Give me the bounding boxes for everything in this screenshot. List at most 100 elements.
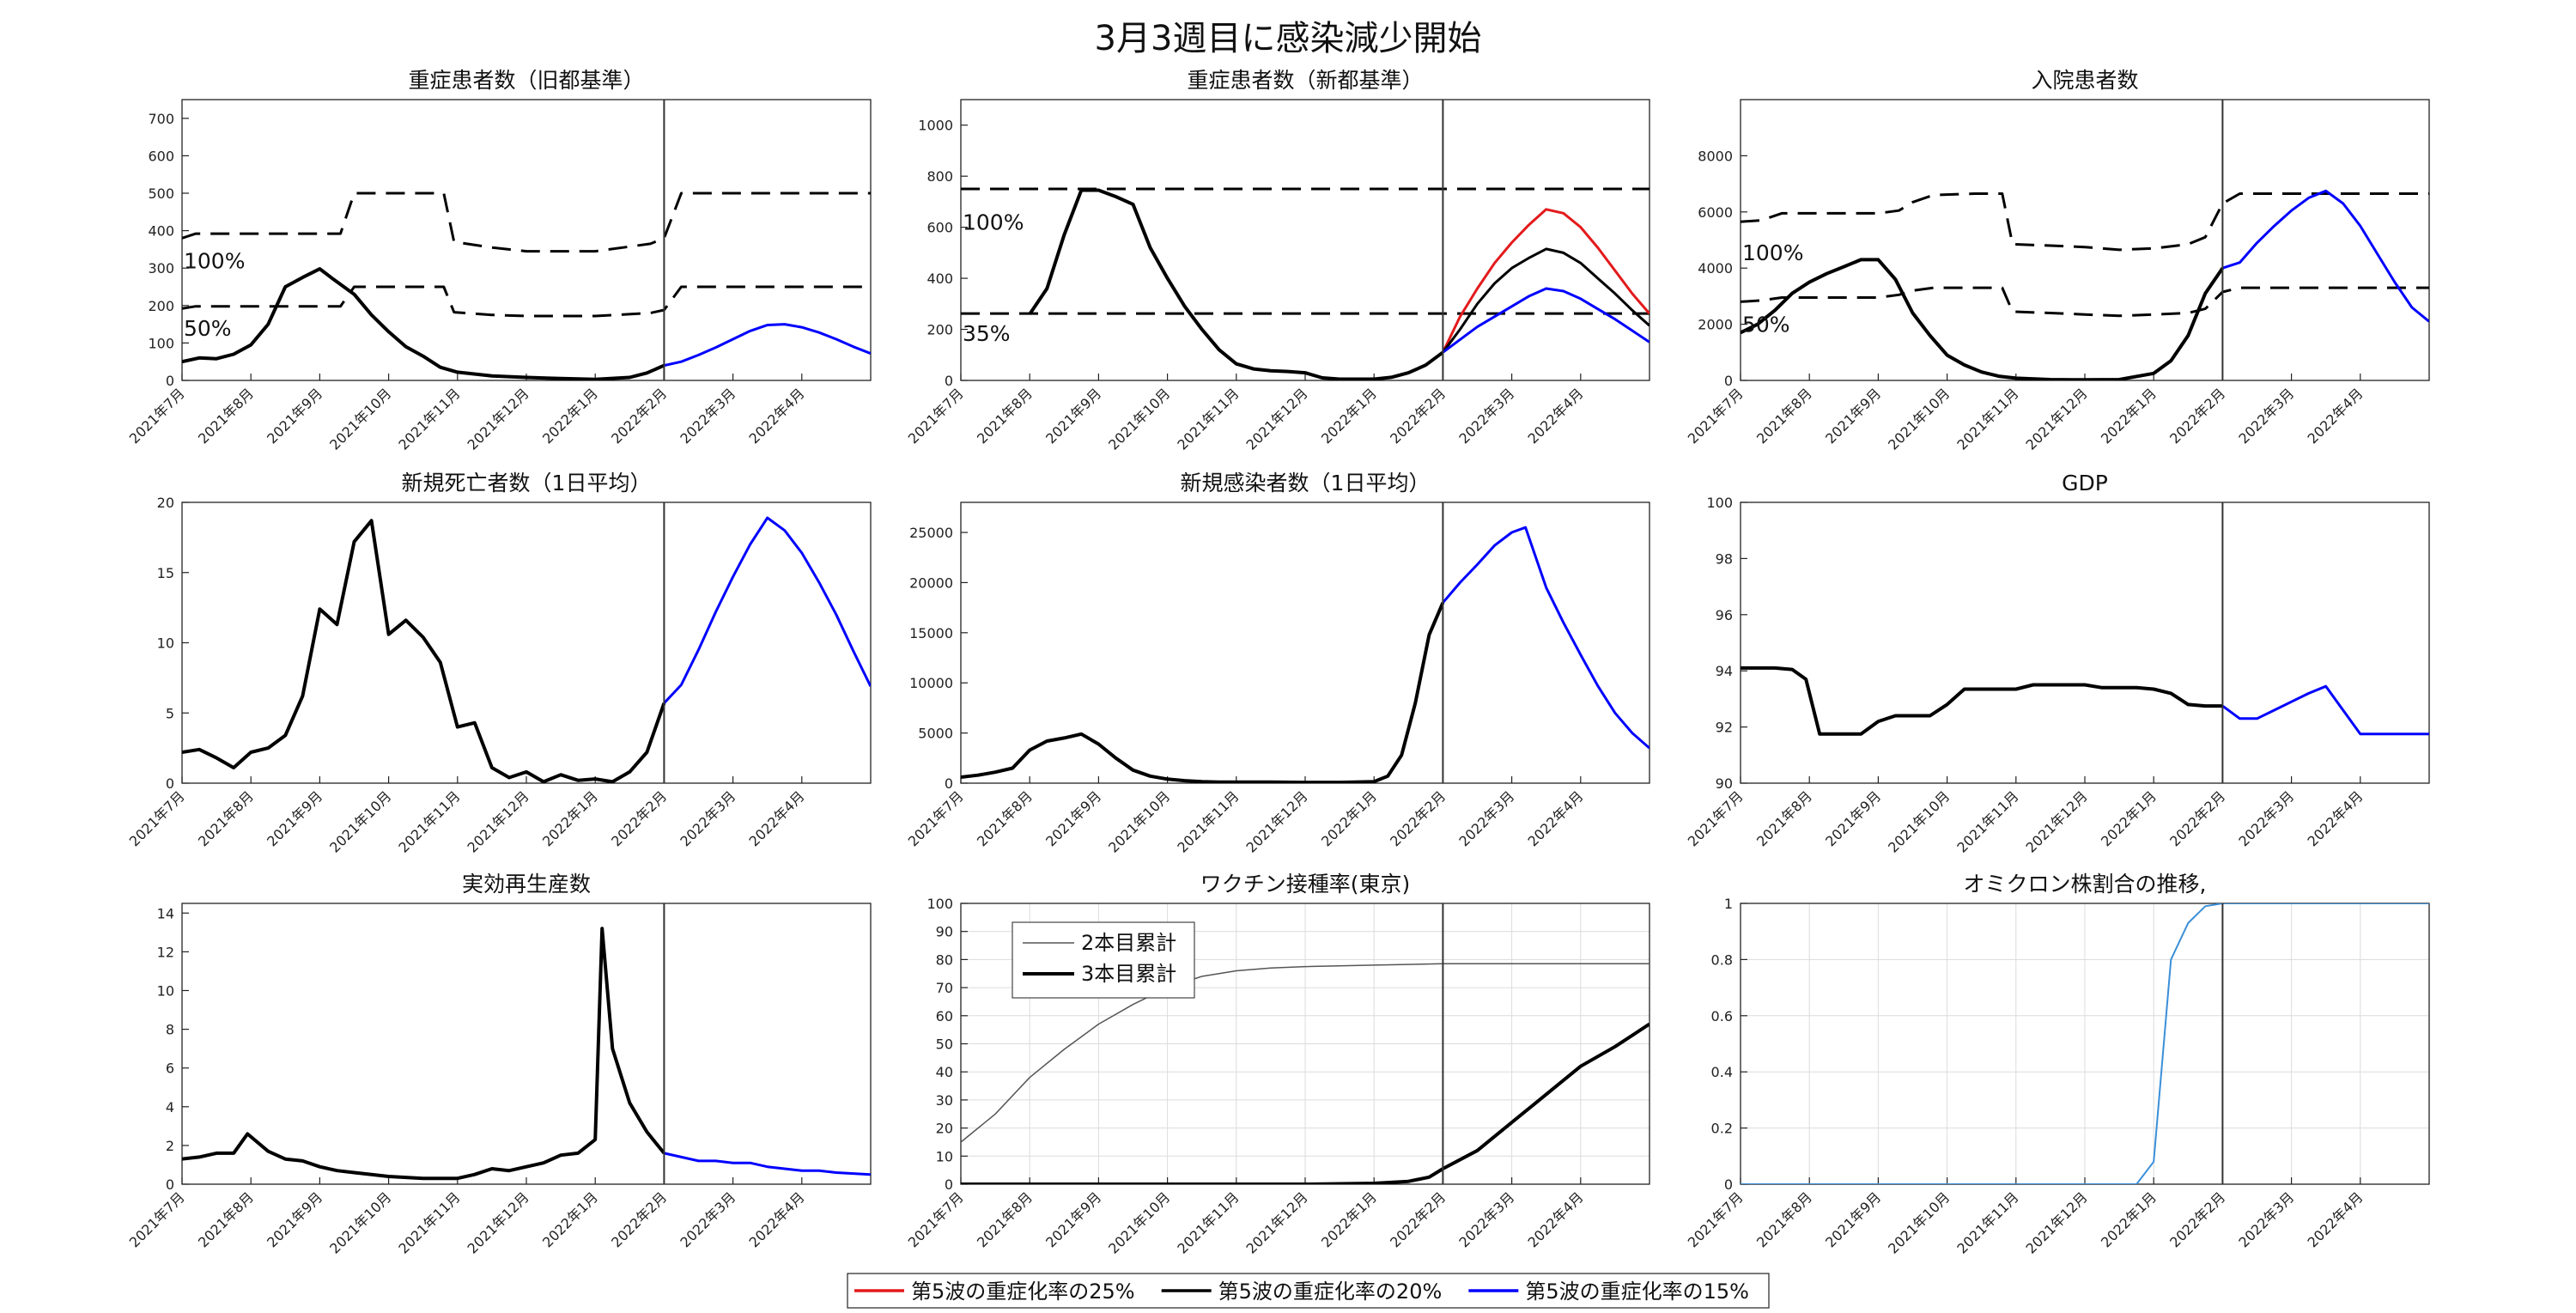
x-tick-label: 2021年10月 — [1885, 787, 1953, 855]
x-tick-label: 2022年1月 — [539, 787, 601, 849]
figure-suptitle: 3月3週目に感染減少開始 — [1095, 19, 1482, 58]
series-line — [664, 323, 871, 368]
plot-area-frame — [960, 501, 1650, 784]
threshold-annotation: 35% — [963, 321, 1011, 346]
x-tick-label: 2021年11月 — [1953, 1188, 2021, 1256]
y-tick-label: 98 — [1716, 550, 1733, 567]
y-tick-label: 2 — [166, 1138, 174, 1154]
y-tick-label: 20 — [157, 495, 174, 511]
x-tick-label: 2021年7月 — [126, 385, 188, 447]
x-tick-label: 2021年7月 — [905, 385, 967, 447]
x-tick-label: 2021年11月 — [1174, 787, 1242, 855]
legend-label: 3本目累計 — [1081, 962, 1176, 986]
x-tick-label: 2021年7月 — [126, 1188, 188, 1250]
x-tick-label: 2021年12月 — [1243, 1188, 1311, 1256]
x-tick-label: 2021年12月 — [2023, 1188, 2091, 1256]
series-line — [961, 963, 1649, 1143]
chart-panel-4: 新規死亡者数（1日平均） 0 5 10 15 20 2021年7月 2021年8月 2021年9… — [126, 471, 872, 856]
x-tick-label: 2021年8月 — [974, 1188, 1036, 1250]
x-tick-label: 2022年2月 — [608, 787, 670, 849]
threshold-line — [1741, 286, 2429, 318]
y-tick-label: 20000 — [909, 574, 953, 591]
y-tick-label: 0.2 — [1711, 1121, 1733, 1137]
y-tick-label: 92 — [1716, 720, 1733, 736]
x-tick-label: 2021年8月 — [1753, 1188, 1815, 1250]
y-tick-label: 94 — [1716, 663, 1733, 679]
y-tick-label: 200 — [148, 298, 174, 314]
series-line — [1442, 247, 1649, 354]
x-tick-label: 2022年2月 — [2166, 1188, 2228, 1250]
x-tick-label: 2022年4月 — [746, 787, 808, 849]
x-tick-label: 2022年3月 — [1455, 787, 1517, 849]
x-tick-label: 2022年3月 — [1455, 385, 1517, 447]
y-tick-label: 15 — [157, 565, 174, 581]
y-tick-label: 2000 — [1698, 317, 1733, 333]
y-tick-label: 96 — [1716, 607, 1733, 623]
y-tick-label: 0 — [945, 775, 953, 792]
y-tick-label: 1000 — [918, 118, 953, 134]
y-tick-label: 4 — [166, 1099, 174, 1115]
x-tick-label: 2022年3月 — [2235, 1188, 2297, 1250]
x-tick-label: 2022年1月 — [1318, 1188, 1380, 1250]
x-tick-label: 2021年10月 — [1885, 385, 1953, 453]
x-tick-label: 2021年7月 — [126, 787, 188, 849]
x-tick-label: 2021年11月 — [1174, 385, 1242, 453]
y-tick-label: 0.6 — [1711, 1008, 1733, 1024]
y-tick-label: 700 — [148, 111, 174, 127]
y-tick-label: 600 — [927, 220, 953, 236]
x-tick-label: 2021年9月 — [1822, 787, 1884, 849]
x-tick-label: 2022年2月 — [608, 385, 670, 447]
x-tick-label: 2022年1月 — [1318, 385, 1380, 447]
x-tick-label: 2021年7月 — [905, 787, 967, 849]
x-tick-label: 2021年10月 — [1105, 1188, 1173, 1256]
x-tick-label: 2022年4月 — [746, 385, 808, 447]
y-tick-label: 500 — [148, 185, 174, 202]
plot-area-frame — [181, 99, 872, 381]
y-tick-label: 6000 — [1698, 204, 1733, 221]
plot-area-frame — [181, 903, 872, 1185]
y-tick-label: 100 — [1706, 495, 1733, 511]
y-tick-label: 5000 — [918, 726, 953, 742]
x-tick-label: 2021年10月 — [326, 787, 394, 855]
x-tick-label: 2022年2月 — [608, 1188, 670, 1250]
y-tick-label: 0 — [1724, 1176, 1733, 1193]
x-tick-label: 2021年10月 — [1105, 787, 1173, 855]
y-tick-label: 300 — [148, 260, 174, 277]
y-tick-label: 25000 — [909, 525, 953, 541]
y-tick-label: 12 — [157, 944, 174, 960]
x-tick-label: 2021年7月 — [1685, 1188, 1747, 1250]
legend-label: 第5波の重症化率の25% — [911, 1280, 1135, 1304]
threshold-line — [182, 191, 871, 253]
series-line — [182, 519, 666, 783]
chart-title: 新規感染者数（1日平均） — [1181, 471, 1431, 495]
series-line — [182, 267, 665, 380]
y-tick-label: 0 — [1724, 373, 1733, 389]
x-tick-label: 2021年11月 — [395, 787, 463, 855]
y-tick-label: 20 — [936, 1121, 953, 1137]
x-tick-label: 2022年2月 — [1387, 1188, 1449, 1250]
x-tick-label: 2021年11月 — [1174, 1188, 1242, 1256]
x-tick-label: 2022年2月 — [2166, 787, 2228, 849]
x-tick-label: 2021年9月 — [1822, 1188, 1884, 1250]
y-tick-label: 40 — [936, 1064, 953, 1080]
y-tick-label: 10000 — [909, 675, 953, 691]
x-tick-label: 2021年8月 — [195, 787, 257, 849]
plot-area-frame — [181, 501, 872, 784]
x-tick-label: 2021年10月 — [1885, 1188, 1953, 1256]
chart-panel-8: ワクチン接種率(東京) 0 10 20 30 40 50 60 70 80 90 100 2021年7月… — [905, 872, 1650, 1257]
x-tick-label: 2021年12月 — [1243, 385, 1311, 453]
x-tick-label: 2022年4月 — [2305, 787, 2366, 849]
x-tick-label: 2021年8月 — [195, 1188, 257, 1250]
x-tick-label: 2022年4月 — [2305, 385, 2366, 447]
chart-title: 入院患者数 — [2031, 68, 2138, 93]
x-tick-label: 2021年9月 — [264, 1188, 325, 1250]
threshold-line — [1741, 192, 2429, 252]
y-tick-label: 70 — [936, 980, 953, 996]
chart-title: オミクロン株割合の推移, — [1964, 872, 2207, 897]
chart-panel-1: 重症患者数（旧都基準） 0 100 200 300 400 500 600 700 2021年7月… — [126, 68, 872, 453]
y-tick-label: 60 — [936, 1008, 953, 1024]
y-tick-label: 0 — [945, 1176, 953, 1193]
series-line — [1442, 526, 1649, 750]
